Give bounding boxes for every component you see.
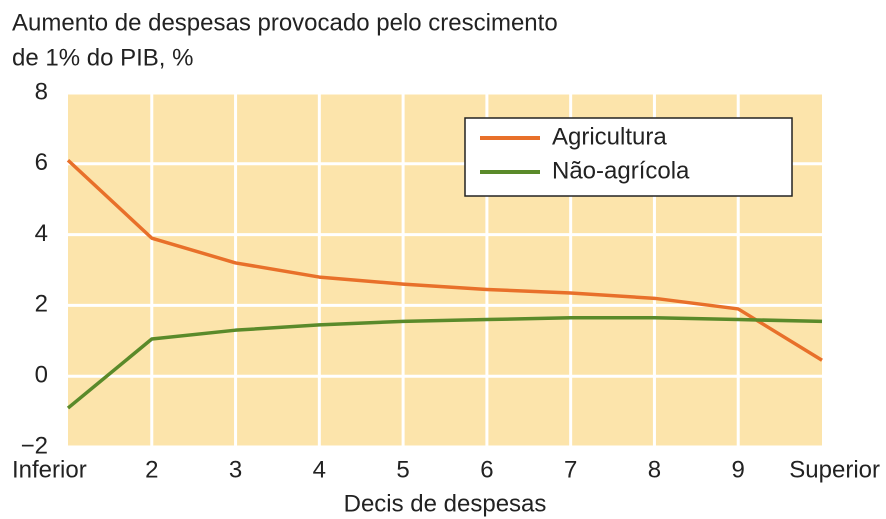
y-tick-label: 6 [35, 149, 48, 176]
legend-box [464, 117, 793, 197]
chart-title: Aumento de despesas provocado pelo cresc… [12, 9, 558, 36]
x-tick-label: 7 [564, 456, 577, 483]
y-tick-label: 8 [35, 78, 48, 105]
legend-label: Agricultura [552, 123, 667, 150]
x-tick-label: 4 [313, 456, 326, 483]
y-tick-label: 0 [35, 362, 48, 389]
series-line [66, 158, 823, 362]
x-tick-label: 9 [732, 456, 745, 483]
x-tick-label: 6 [480, 456, 493, 483]
x-tick-label: 2 [145, 456, 158, 483]
chart-title: de 1% do PIB, % [12, 44, 193, 71]
x-tick-label: 8 [648, 456, 661, 483]
x-tick-label: Inferior [12, 456, 87, 483]
x-tick-label: 3 [229, 456, 242, 483]
x-axis-label: Decis de despesas [344, 490, 547, 517]
y-tick-label: 2 [35, 291, 48, 318]
x-tick-label: Superior [789, 456, 880, 483]
series-line [66, 316, 823, 410]
y-tick-label: 4 [35, 220, 48, 247]
legend-label: Não-agrícola [552, 157, 690, 184]
x-tick-label: 5 [396, 456, 409, 483]
legend: Agricultura Não-agrícola [464, 117, 793, 197]
y-tick-label: −2 [21, 432, 48, 459]
